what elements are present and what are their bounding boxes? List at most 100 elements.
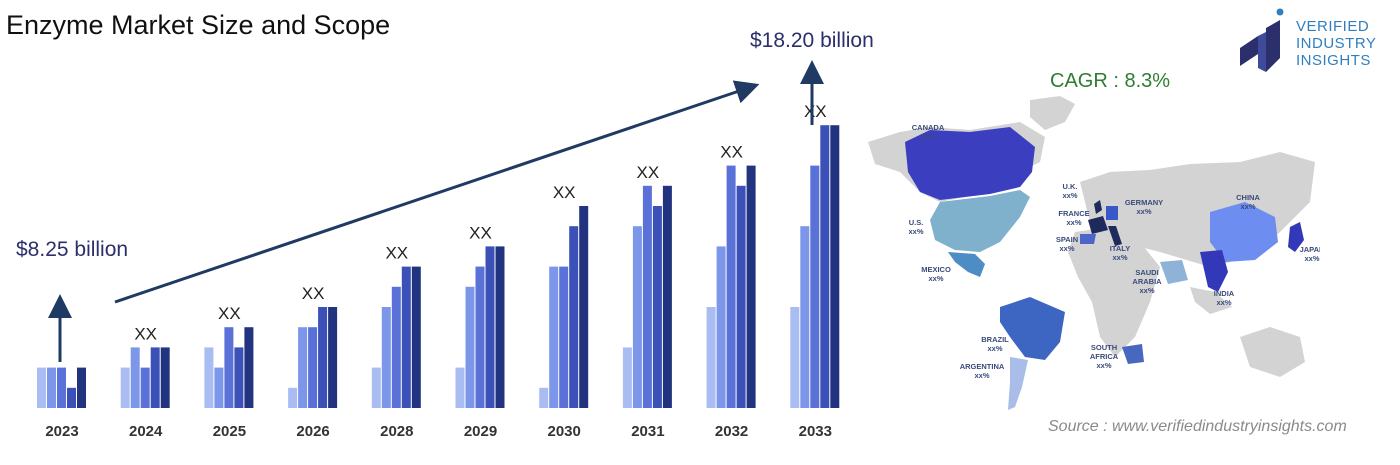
x-tick-2029: 2029 bbox=[464, 423, 497, 440]
bar-label-2030: XX bbox=[553, 183, 576, 202]
bar-2024-5 bbox=[160, 347, 170, 408]
bar-2029-2 bbox=[465, 286, 475, 408]
map-argentina bbox=[1008, 357, 1028, 410]
bar-2028-3 bbox=[391, 286, 401, 408]
bar-2032-2 bbox=[716, 246, 726, 408]
bar-2033-4 bbox=[820, 125, 830, 408]
bar-2028-4 bbox=[401, 266, 411, 408]
label-saudi-2: ARABIA bbox=[1132, 277, 1162, 286]
bar-2028-5 bbox=[411, 266, 421, 408]
bar-label-2033: XX bbox=[804, 102, 827, 121]
map-japan bbox=[1288, 222, 1304, 252]
label-japan: JAPAN bbox=[1300, 245, 1320, 254]
bar-label-2026: XX bbox=[302, 284, 325, 303]
bar-2033-2 bbox=[800, 226, 810, 408]
value-saudi: xx% bbox=[1139, 286, 1154, 295]
bar-2025-3 bbox=[224, 327, 234, 408]
bar-2024-1 bbox=[120, 367, 130, 408]
bar-2024-3 bbox=[140, 367, 150, 408]
label-germany: GERMANY bbox=[1125, 198, 1163, 207]
map-saudi bbox=[1160, 260, 1188, 284]
map-mexico bbox=[948, 252, 985, 277]
cagr-label: CAGR : 8.3% bbox=[1050, 70, 1171, 92]
x-tick-2031: 2031 bbox=[631, 423, 664, 440]
label-saudi: SAUDI bbox=[1135, 268, 1158, 277]
svg-text:JAPANxx%: JAPANxx% bbox=[1300, 245, 1320, 263]
bar-label-2029: XX bbox=[469, 223, 492, 242]
bar-2025-1 bbox=[204, 347, 214, 408]
bar-2024-2 bbox=[130, 347, 140, 408]
logo-text: VERIFIED INDUSTRY INSIGHTS bbox=[1296, 18, 1376, 69]
source-note: Source : www.verifiedindustryinsights.co… bbox=[1048, 418, 1347, 435]
value-mexico: xx% bbox=[928, 274, 943, 283]
label-india: INDIA bbox=[1214, 289, 1235, 298]
company-logo: VERIFIED INDUSTRY INSIGHTS bbox=[1236, 8, 1396, 78]
bar-2029-4 bbox=[485, 246, 495, 408]
bar-2023-3 bbox=[57, 367, 66, 408]
map-germany bbox=[1106, 206, 1118, 220]
bar-2023-2 bbox=[47, 367, 56, 408]
bar-chart: 2023 2024 XX 2025 XX 2026 XX 2028 XX 2029 XX 2030 XX… bbox=[37, 60, 840, 440]
bar-2026-4 bbox=[318, 307, 328, 408]
value-italy: xx% bbox=[1112, 253, 1127, 262]
logo-line-2: INDUSTRY bbox=[1296, 35, 1377, 52]
label-france: FRANCE bbox=[1058, 209, 1089, 218]
bar-2029-1 bbox=[455, 367, 465, 408]
bar-2032-5 bbox=[746, 165, 756, 408]
bar-2025-2 bbox=[214, 367, 224, 408]
value-japan: xx% bbox=[1304, 254, 1319, 263]
bar-2028-2 bbox=[381, 307, 391, 408]
bar-2033-1 bbox=[790, 307, 800, 408]
label-south-africa: SOUTH bbox=[1091, 343, 1117, 352]
logo-line-1: VERIFIED bbox=[1296, 18, 1370, 35]
label-italy: ITALY bbox=[1110, 244, 1130, 253]
map-uk bbox=[1094, 200, 1102, 214]
x-tick-2024: 2024 bbox=[129, 423, 163, 440]
x-tick-2028: 2028 bbox=[380, 423, 413, 440]
svg-text:U.S.xx%: U.S. xx% bbox=[908, 218, 923, 236]
bar-label-2025: XX bbox=[218, 304, 241, 323]
label-spain: SPAIN bbox=[1056, 235, 1078, 244]
label-china: CHINA bbox=[1236, 193, 1260, 202]
bar-2023-4 bbox=[67, 387, 76, 408]
bar-2024-4 bbox=[150, 347, 160, 408]
bar-2026-1 bbox=[288, 387, 298, 408]
bar-2033-3 bbox=[810, 165, 820, 408]
logo-line-3: INSIGHTS bbox=[1296, 52, 1371, 69]
label-south-africa-2: AFRICA bbox=[1090, 352, 1119, 361]
bar-2029-3 bbox=[475, 266, 485, 408]
value-china: xx% bbox=[1240, 202, 1255, 211]
x-tick-2023: 2023 bbox=[45, 423, 78, 440]
value-canada: xx% bbox=[920, 132, 935, 141]
logo-icon bbox=[1240, 8, 1284, 72]
map-spain bbox=[1080, 234, 1096, 244]
bar-2031-2 bbox=[632, 226, 642, 408]
page-title: Enzyme Market Size and Scope bbox=[6, 10, 391, 40]
value-brazil: xx% bbox=[987, 344, 1002, 353]
bar-2030-1 bbox=[539, 387, 549, 408]
map-india bbox=[1200, 250, 1228, 292]
bar-2030-4 bbox=[569, 226, 579, 408]
bar-2031-5 bbox=[662, 185, 672, 408]
label-uk: U.K. bbox=[1063, 182, 1078, 191]
map-brazil bbox=[1000, 297, 1065, 360]
map-us bbox=[930, 190, 1030, 252]
bar-label-2031: XX bbox=[637, 163, 660, 182]
x-tick-2030: 2030 bbox=[548, 423, 581, 440]
bar-2026-2 bbox=[298, 327, 308, 408]
x-tick-2026: 2026 bbox=[296, 423, 329, 440]
bar-label-2024: XX bbox=[134, 324, 157, 343]
bar-2023-5 bbox=[77, 367, 86, 408]
value-india: xx% bbox=[1216, 298, 1231, 307]
bar-2030-2 bbox=[549, 266, 559, 408]
map-china bbox=[1210, 202, 1278, 262]
map-france bbox=[1088, 216, 1108, 234]
